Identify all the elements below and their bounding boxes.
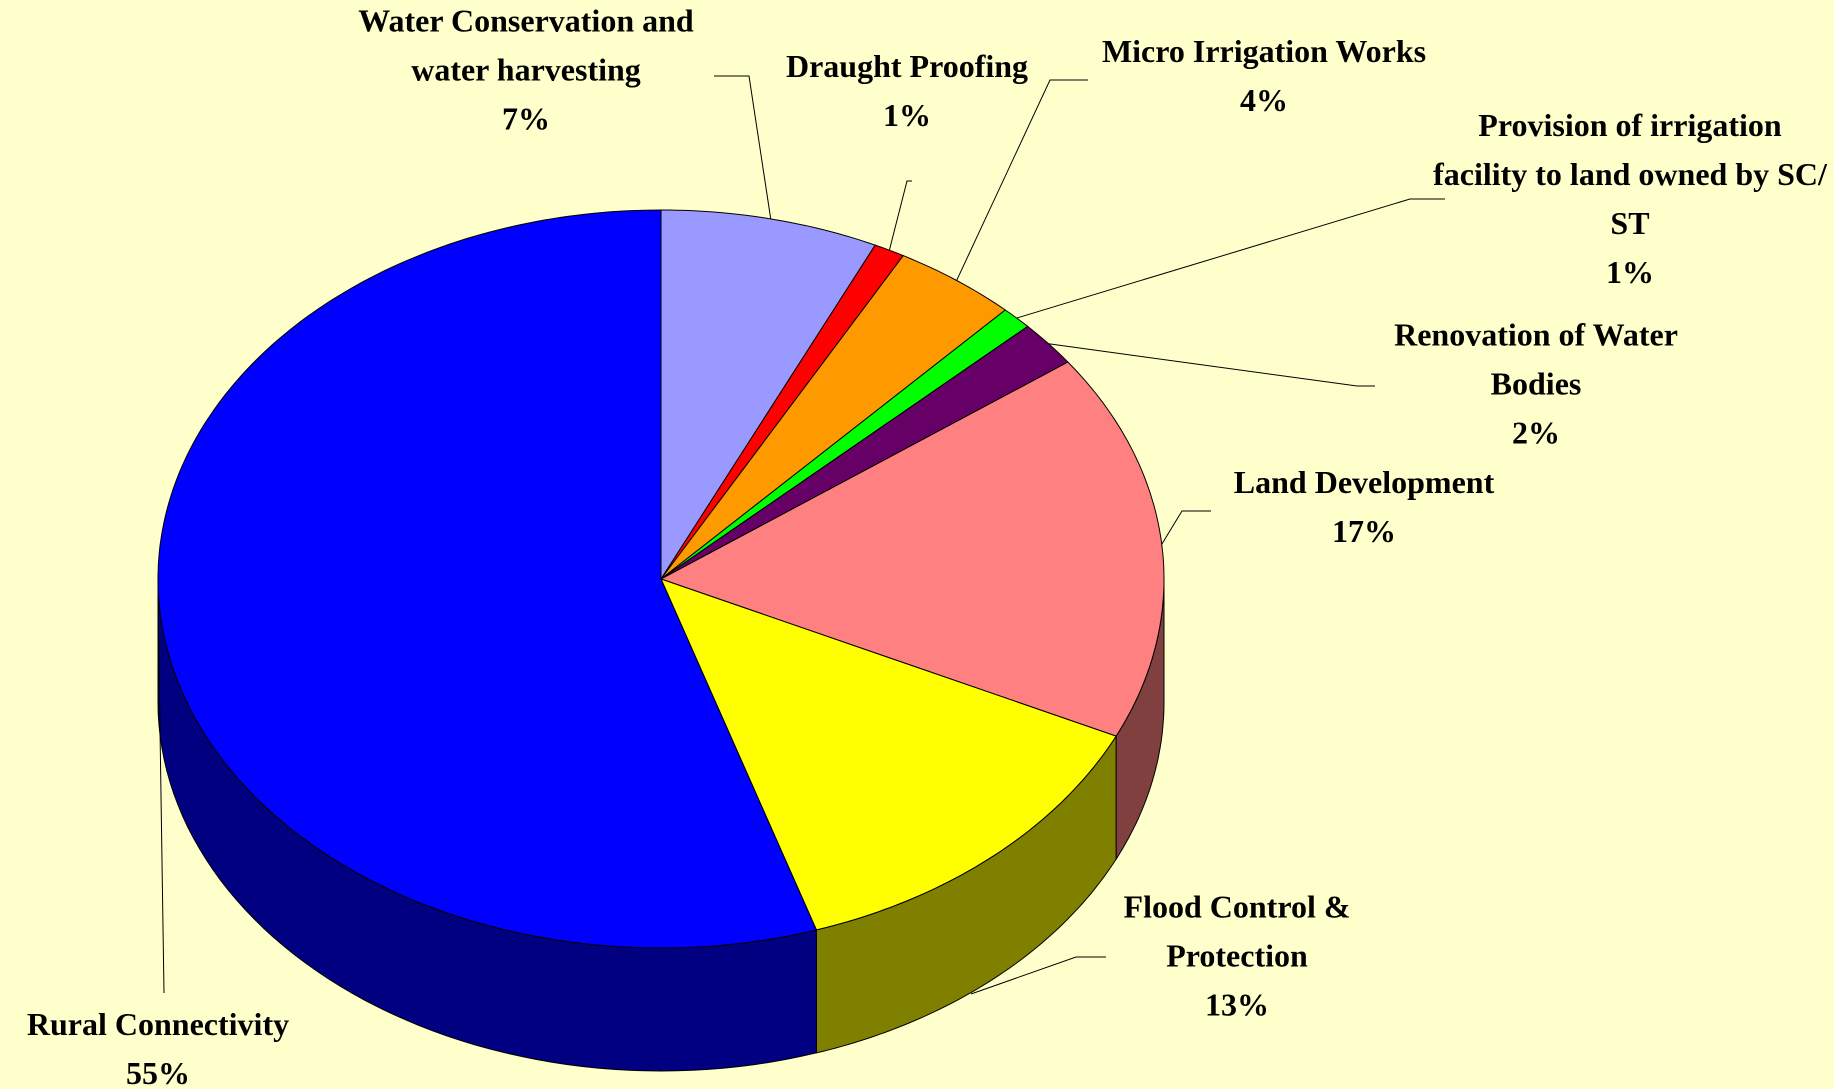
leader-line xyxy=(714,75,772,219)
value-label: 2% xyxy=(1512,414,1560,451)
value-label: 1% xyxy=(883,97,931,133)
value-label: 13% xyxy=(1205,986,1269,1023)
value-label: 17% xyxy=(1332,513,1396,549)
leader-line xyxy=(1016,198,1445,319)
leader-line xyxy=(1161,510,1211,545)
pie-slice xyxy=(659,361,1165,737)
leader-line xyxy=(157,596,165,994)
slice-label: Micro Irrigation Works 4% xyxy=(1074,27,1454,125)
slice-label: Flood Control & Protection 13% xyxy=(1107,883,1367,1030)
pie-slice xyxy=(660,578,1117,931)
slice-label: Draught Proofing 1% xyxy=(757,42,1057,140)
category-name: Flood Control & Protection xyxy=(1123,888,1351,974)
value-label: 55% xyxy=(126,1055,190,1089)
leader-line xyxy=(888,180,912,251)
leader-line xyxy=(956,79,1088,281)
category-name: Provision of irrigation facility to land… xyxy=(1433,107,1827,241)
slice-label: Land Development 17% xyxy=(1199,458,1529,556)
slice-label: Renovation of Water Bodies 2% xyxy=(1371,311,1701,458)
pie-slice xyxy=(157,209,818,949)
value-label: 4% xyxy=(1240,82,1288,118)
slice-label: Water Conservation and water harvesting 7… xyxy=(336,0,716,144)
pie-slice xyxy=(660,209,876,581)
category-name: Water Conservation and water harvesting xyxy=(358,2,694,88)
category-name: Rural Connectivity xyxy=(26,1006,290,1042)
value-label: 7% xyxy=(502,100,550,137)
slice-label: Provision of irrigation facility to land… xyxy=(1433,101,1828,297)
leader-line xyxy=(970,956,1106,995)
category-name: Renovation of Water Bodies xyxy=(1394,316,1678,402)
category-name: Micro Irrigation Works xyxy=(1101,33,1427,69)
slice-label: Rural Connectivity 55% xyxy=(0,1000,323,1089)
category-name: Land Development xyxy=(1233,464,1495,500)
leader-line xyxy=(1048,343,1375,387)
pie-slice xyxy=(660,254,1007,580)
value-label: 1% xyxy=(1606,254,1654,290)
category-name: Draught Proofing xyxy=(785,48,1029,84)
